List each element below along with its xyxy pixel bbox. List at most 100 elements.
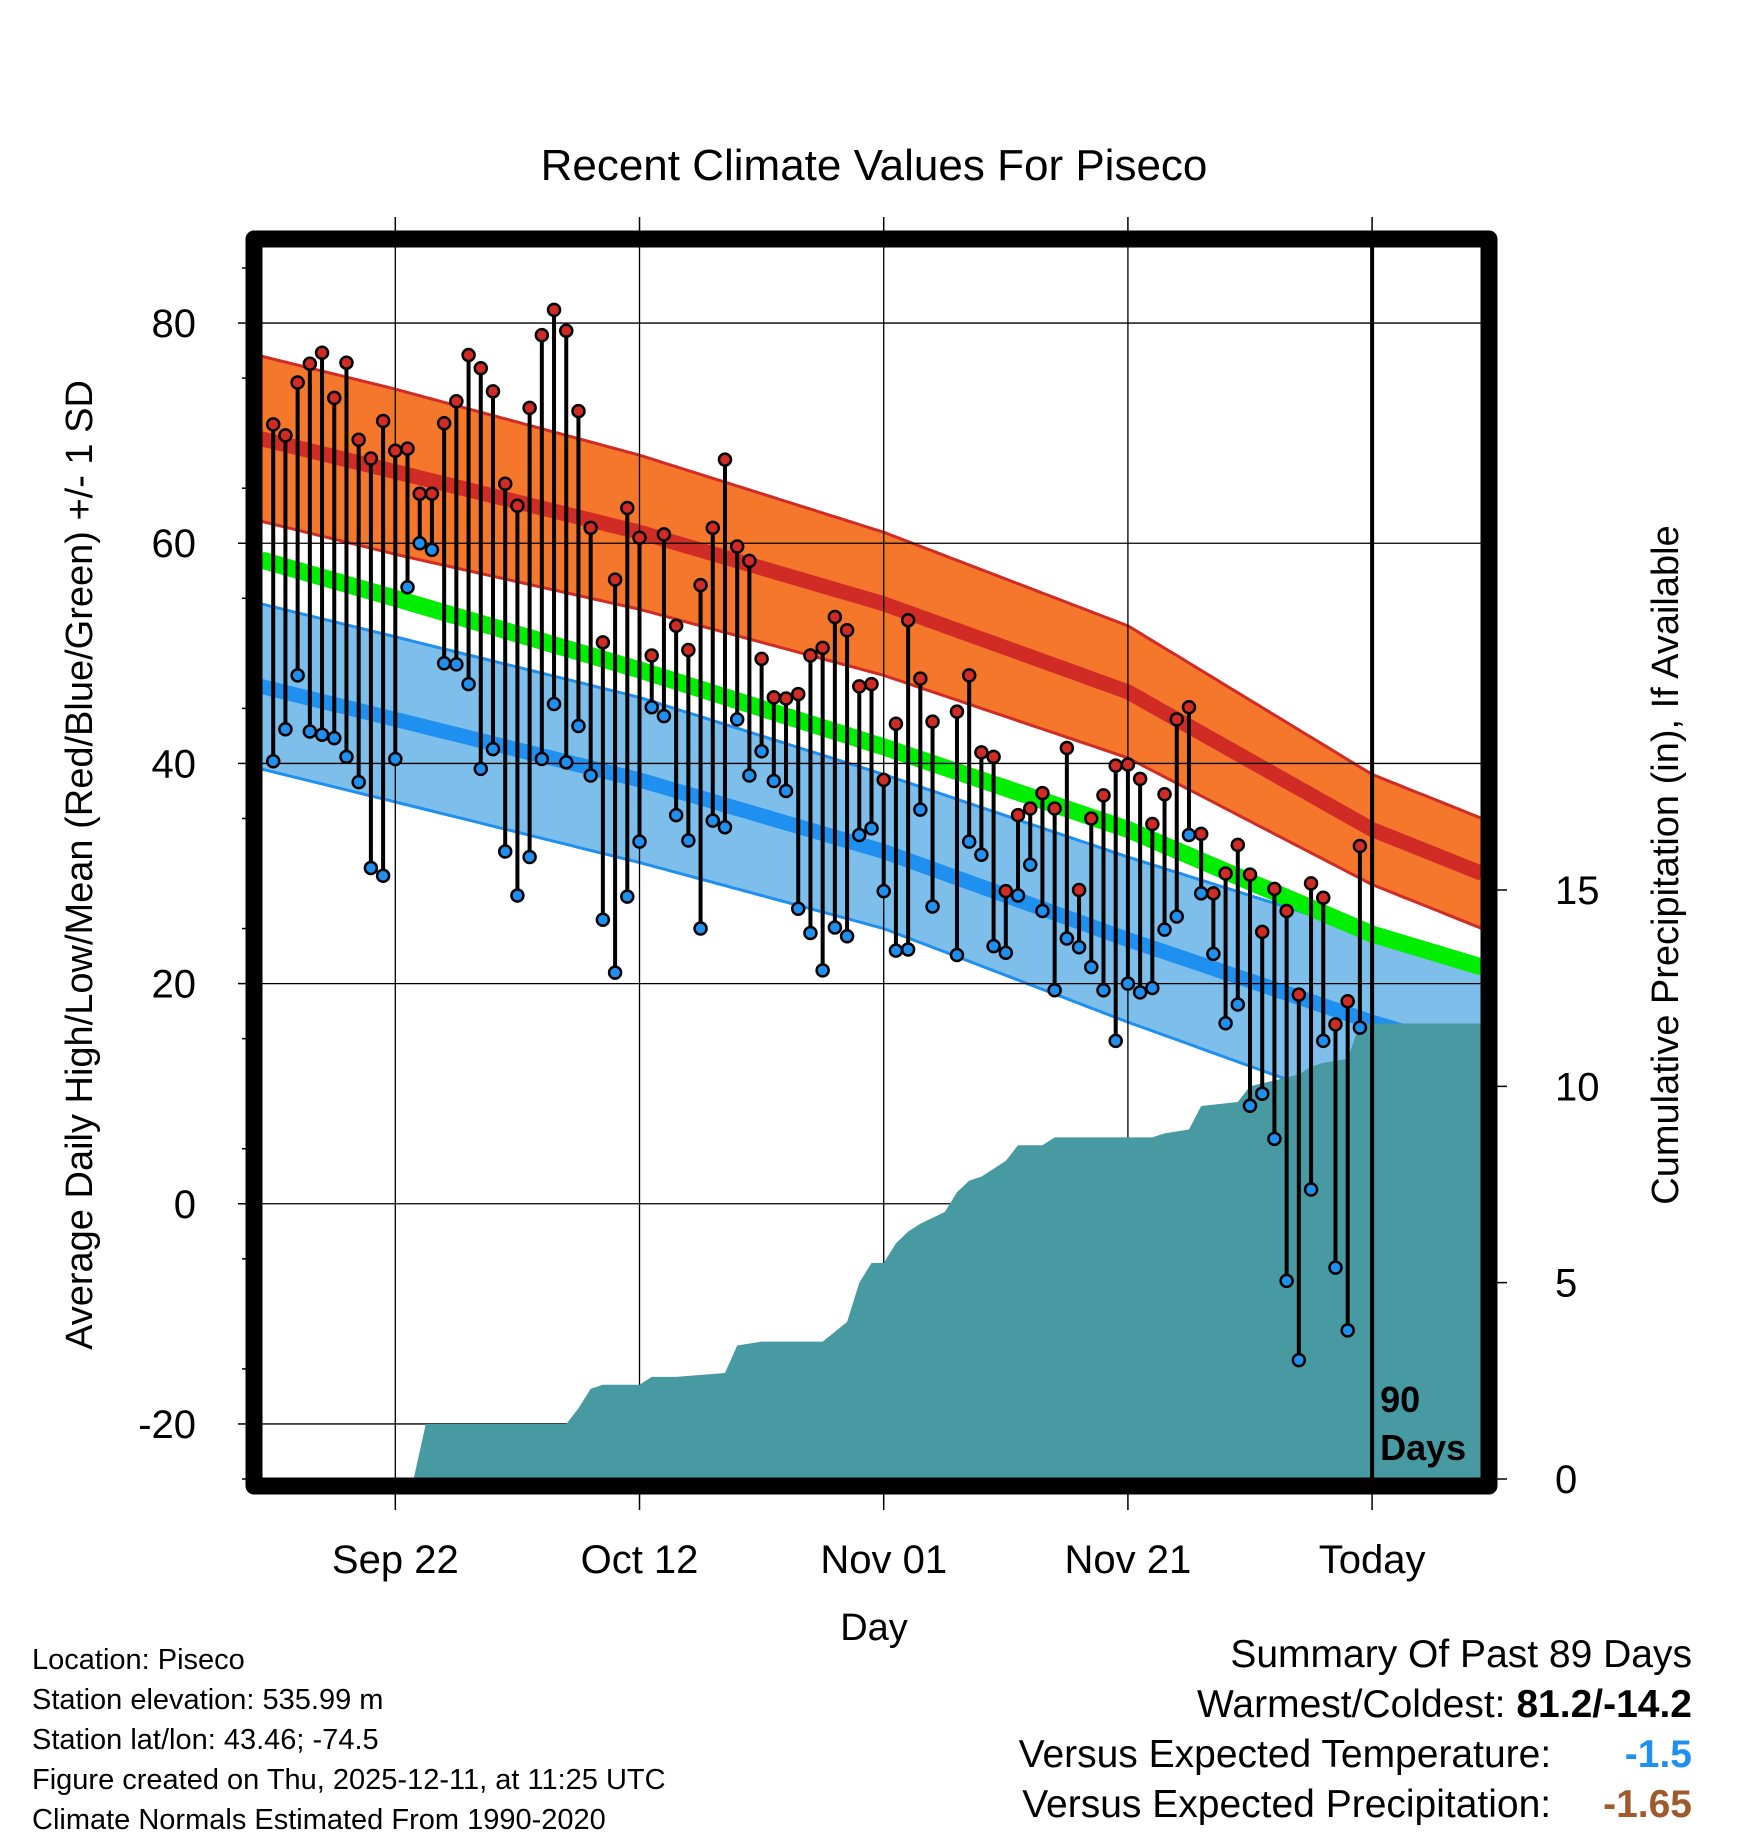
- observed-low-point: [668, 807, 684, 823]
- observed-day: [436, 415, 452, 671]
- normal-high-upper-edge: [261, 354, 1482, 820]
- observed-high-point: [1279, 903, 1294, 919]
- observed-day: [1267, 881, 1282, 1147]
- observed-low-point: [375, 868, 391, 883]
- observed-high-point: [1340, 993, 1355, 1009]
- observed-day: [864, 676, 879, 836]
- y-tick-label: 40: [152, 742, 197, 786]
- observed-low-point: [1206, 946, 1221, 962]
- observed-high-point: [620, 500, 635, 516]
- x-axis-label: Day: [840, 1607, 908, 1649]
- observed-high-point: [790, 686, 806, 702]
- observed-day: [510, 498, 525, 903]
- chart-title: Recent Climate Values For Piseco: [541, 141, 1208, 190]
- observed-day: [571, 403, 586, 734]
- observed-low-point: [290, 668, 305, 683]
- observed-high-point: [265, 417, 281, 432]
- y-tick-label: 60: [152, 522, 197, 566]
- observed-day: [1316, 890, 1331, 1049]
- observed-low-point: [473, 761, 489, 777]
- observed-high-point: [1206, 886, 1221, 901]
- observed-high-point: [705, 520, 721, 536]
- observed-day: [583, 520, 598, 783]
- x-tick-label: Today: [1319, 1538, 1426, 1582]
- observed-high-point: [449, 393, 464, 409]
- observed-day: [473, 360, 489, 777]
- observed-high-point: [400, 441, 415, 456]
- observed-low-point: [339, 749, 354, 765]
- plot-frame: [245, 230, 1498, 1495]
- observed-high-point: [900, 613, 916, 628]
- observed-high-point: [1071, 882, 1087, 898]
- observed-high-point: [913, 671, 928, 686]
- created-line: Figure created on Thu, 2025-12-11, at 11…: [32, 1764, 666, 1796]
- y-axis-label: Average Daily High/Low/Mean (Red/Blue/Gr…: [59, 380, 101, 1350]
- observed-day: [1242, 867, 1258, 1114]
- observed-high-point: [644, 648, 659, 663]
- observed-high-point: [974, 745, 989, 760]
- observed-high-point: [278, 428, 293, 443]
- observed-high-point: [571, 403, 586, 419]
- window-label-count: 90: [1380, 1379, 1420, 1420]
- observed-high-point: [1218, 866, 1233, 881]
- observed-high-point: [827, 609, 843, 625]
- observed-low-point: [815, 963, 830, 978]
- y-tick-label: 0: [174, 1183, 196, 1227]
- observed-day: [363, 451, 379, 876]
- observed-high-point: [363, 451, 379, 466]
- observed-day: [632, 530, 647, 849]
- latlon-line: Station lat/lon: 43.46; -74.5: [32, 1724, 379, 1756]
- observed-day: [1218, 866, 1233, 1031]
- observed-day: [1279, 903, 1294, 1289]
- observed-day: [1096, 788, 1111, 998]
- observed-day: [497, 476, 513, 859]
- y2-tick-label: 15: [1555, 869, 1600, 913]
- observed-high-point: [852, 679, 867, 694]
- observed-low-point: [546, 696, 562, 712]
- observed-day: [961, 668, 977, 849]
- observed-low-point: [595, 912, 611, 927]
- observed-low-point: [986, 938, 1001, 954]
- observed-low-point: [388, 751, 403, 767]
- observed-day: [595, 635, 611, 927]
- observed-high-point: [1059, 740, 1075, 756]
- observed-high-point: [1254, 924, 1270, 940]
- observed-low-point: [1328, 1260, 1343, 1275]
- observed-low-point: [1059, 931, 1075, 946]
- observed-high-point: [1230, 837, 1246, 853]
- observed-low-point: [864, 821, 879, 836]
- observed-high-point: [632, 530, 647, 545]
- observed-high-point: [546, 302, 562, 318]
- y-tick-label: 80: [152, 302, 197, 346]
- observed-day: [607, 572, 623, 980]
- observed-high-point: [510, 498, 525, 514]
- observed-low-point: [998, 945, 1014, 961]
- observed-high-point: [876, 772, 891, 788]
- temp-departure-label: Versus Expected Temperature:: [1018, 1733, 1552, 1776]
- observed-low-point: [1267, 1131, 1282, 1147]
- observed-low-point: [827, 920, 843, 935]
- observed-high-point: [290, 375, 305, 390]
- observed-high-point: [681, 642, 696, 658]
- observed-low-point: [778, 783, 794, 799]
- observed-high-point: [961, 668, 977, 683]
- observed-high-point: [1291, 987, 1307, 1002]
- x-tick-label: Sep 22: [332, 1538, 459, 1582]
- observed-low-point: [1316, 1033, 1331, 1049]
- observed-high-point: [864, 676, 879, 692]
- observed-low-point: [412, 535, 427, 551]
- observed-day: [1120, 757, 1136, 991]
- observed-high-point: [1084, 811, 1099, 826]
- observed-low-point: [436, 655, 452, 671]
- normal-high-mean-line: [261, 431, 1482, 881]
- observed-low-point: [265, 753, 281, 769]
- observed-low-point: [693, 921, 708, 936]
- observed-high-point: [778, 691, 794, 706]
- observed-high-point: [729, 539, 745, 554]
- observed-low-point: [790, 901, 806, 916]
- observed-low-point: [656, 708, 672, 724]
- observed-high-point: [1242, 867, 1258, 882]
- observed-high-point: [1120, 757, 1136, 772]
- observed-high-point: [375, 413, 391, 429]
- observed-high-point: [803, 648, 818, 663]
